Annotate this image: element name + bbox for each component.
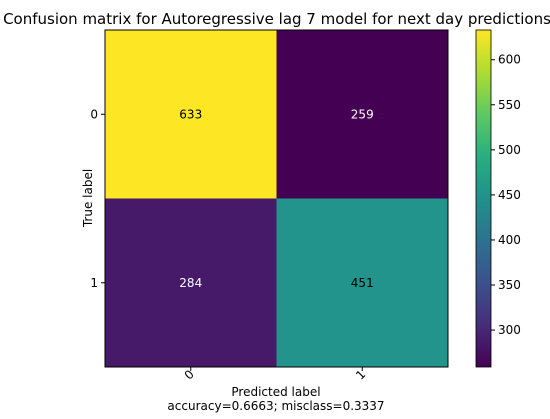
colorbar-tick-label: 450 [498,188,521,202]
x-tick-label: 0 [182,367,197,382]
cell-value-0-1: 259 [351,107,374,121]
x-axis-label: Predicted label [231,385,320,399]
cell-value-labels: 633 259 284 451 [179,107,373,290]
colorbar-tick-label: 300 [498,323,521,337]
colorbar-tick-label: 400 [498,233,521,247]
colorbar-ticks: 300 350 400 450 500 550 600 [491,53,521,337]
x-tick-label: 1 [353,367,368,382]
heatmap-cell-0-0 [105,30,277,199]
footer-accuracy-text: accuracy=0.6663; misclass=0.3337 [167,399,384,413]
chart-title: Confusion matrix for Autoregressive lag … [3,10,550,28]
colorbar-tick-label: 500 [498,143,521,157]
colorbar-tick-label: 350 [498,278,521,292]
y-axis-label: True label [81,169,95,228]
y-tick-label: 1 [90,276,98,290]
heatmap-cell-1-0 [105,198,277,368]
cell-value-1-0: 284 [179,276,202,290]
heatmap-frame [104,29,449,368]
heatmap-cell-1-1 [276,198,449,368]
heatmap-cell-0-1 [276,30,449,199]
colorbar-tick-label: 600 [498,53,521,67]
heatmap-cells [105,30,449,368]
cell-value-1-1: 451 [351,276,374,290]
cell-value-0-0: 633 [179,107,202,121]
y-tick-label: 0 [90,107,98,121]
colorbar-tick-label: 550 [498,98,521,112]
y-ticks: 01 [90,107,105,290]
colorbar [475,29,492,368]
